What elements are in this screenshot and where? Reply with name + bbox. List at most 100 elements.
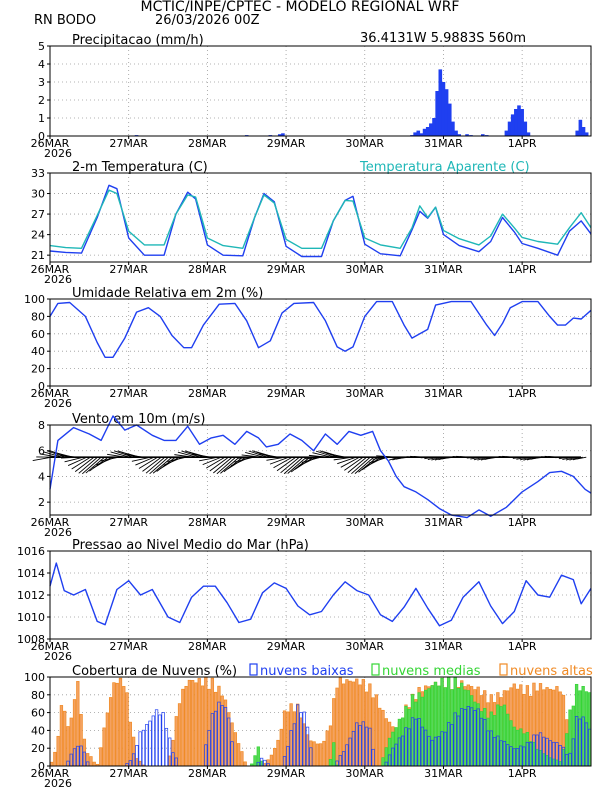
cloud-bar [125,692,129,767]
y-tick-label: 100 [24,293,45,306]
wind-barb [43,451,63,458]
cloud-bar [512,726,516,767]
x-tick-label: 29MAR [267,516,306,529]
x-tick-label: 1APR [508,640,537,653]
y-tick-label: 1008 [17,633,45,646]
cloud-bar [378,707,382,767]
plot-frame [49,298,592,387]
panel-title: Cobertura de Nuvens (%) [72,664,237,679]
y-tick-label: 0 [38,760,45,773]
y-tick-label: 30 [31,188,45,201]
cloud-bar [565,733,569,767]
y-tick-label: 1012 [17,589,45,602]
x-tick-label: 27MAR [109,387,148,400]
cloud-bar [223,699,228,767]
cloud-bar [561,748,566,767]
x-tick-label: 30MAR [345,767,384,780]
y-tick-label: 0 [38,380,45,393]
y-tick-label: 1 [38,112,45,125]
y-tick-label: 80 [31,689,45,702]
cloud-bar [430,685,434,767]
precip-bar [465,134,469,136]
wind-barb [177,451,197,458]
y-tick-label: 1010 [17,611,45,624]
precip-bar [454,130,458,136]
cloud-bar [443,687,447,767]
wind-barb [81,456,102,475]
cloud-bar [279,728,283,767]
cloud-bar [407,708,411,767]
cloud-bar [532,741,536,767]
x-tick-label: 30MAR [345,137,384,150]
cloud-bar [289,703,293,767]
x-tick-label: 27MAR [109,263,148,276]
x-tick-label: 27MAR [109,640,148,653]
plot-frame [49,550,592,640]
x-tick-year: 2026 [44,777,72,790]
precip-bar [575,130,580,136]
cloud-bar [236,743,241,767]
y-tick-label: 6 [38,445,45,458]
cloud-bar [69,717,73,767]
cloud-bar [92,761,96,767]
cloud-bar [105,712,110,767]
y-tick-label: 40 [31,345,45,358]
y-tick-label: 20 [31,363,45,376]
x-tick-label: 1APR [508,767,537,780]
x-tick-label: 29MAR [267,387,306,400]
x-tick-label: 31MAR [424,137,463,150]
cloud-bar [463,689,467,767]
y-tick-label: 21 [31,249,45,262]
cloud-bar [286,711,290,767]
cloud-bar [450,689,454,767]
cloud-bar [525,732,530,767]
cloud-bar [66,726,70,767]
x-tick-label: 29MAR [267,263,306,276]
cloud-bar [446,676,451,767]
series-line-umidade-relativa [49,300,592,358]
cloud-bar [476,703,480,767]
cloud-bar [397,718,402,767]
y-tick-label: 24 [31,229,45,242]
cloud-bar [200,685,205,767]
cloud-bar [410,694,415,767]
wind-barb [206,456,226,469]
cloud-bar [529,741,533,767]
y-tick-label: 2 [38,496,45,509]
cloud-bar [424,689,428,767]
cloud-bar [368,683,372,767]
cloud-bar [328,759,333,767]
x-tick-label: 31MAR [424,640,463,653]
cloud-bar [341,683,346,767]
cloud-bar [401,717,405,767]
wind-barb [280,456,300,474]
cloud-bar [112,682,116,767]
cloud-bar [168,755,172,767]
cloud-bar [535,748,539,767]
cloud-bar [220,695,224,767]
x-tick-label: 31MAR [424,263,463,276]
precip-bar [507,121,512,136]
cloud-bar [486,717,490,767]
cloud-bar [545,755,549,767]
precip-bar [510,114,515,136]
panel-title: Vento em 10m (m/s) [72,412,205,427]
precip-bar [441,82,446,136]
x-tick-label: 1APR [508,516,537,529]
precip-bar [447,103,452,136]
series-line-vento-em-10m [49,415,592,519]
x-tick-label: 31MAR [424,767,463,780]
cloud-bar [82,738,87,767]
series-line-pressao [49,562,592,627]
cloud-bar [506,713,510,767]
cloud-bar [233,732,237,767]
cloud-bar [79,714,83,767]
precip-bar [526,132,531,136]
y-tick-label: 4 [38,470,45,483]
precip-bar [444,89,449,136]
cloud-bar [545,687,549,767]
cloud-bar [548,688,552,767]
